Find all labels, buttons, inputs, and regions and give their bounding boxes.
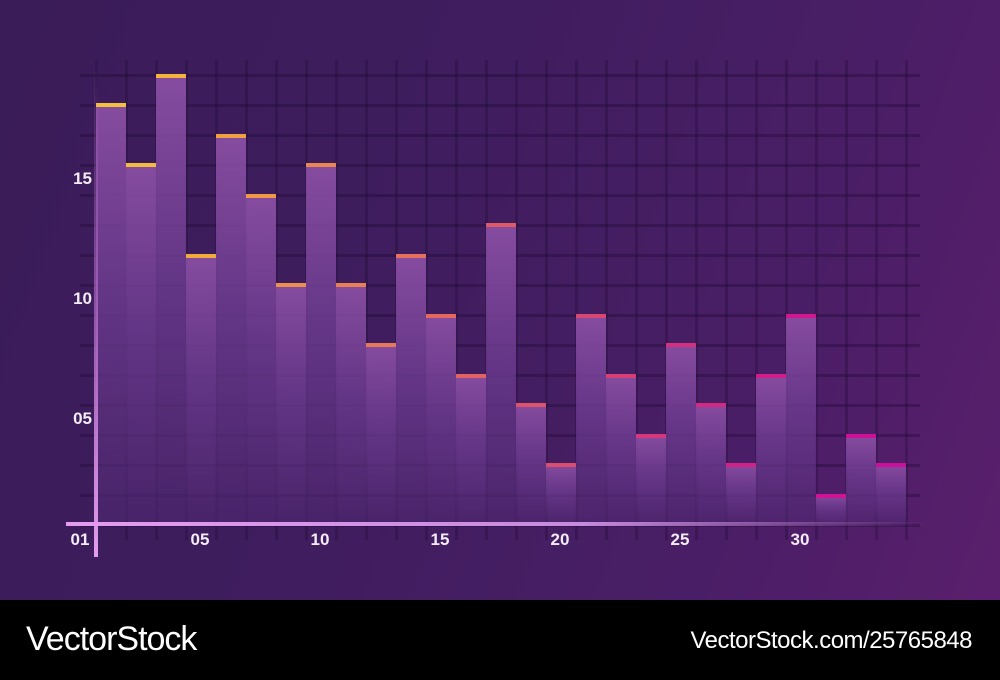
grid-line-vertical [845, 60, 848, 540]
bar-cap [96, 103, 126, 107]
bar [756, 374, 786, 524]
bar [576, 314, 606, 524]
bar [786, 314, 816, 524]
grid-line-vertical [905, 60, 908, 540]
grid-line-vertical [515, 60, 518, 540]
bar [336, 283, 366, 524]
x-tick-label: 15 [430, 530, 450, 549]
bar [846, 434, 876, 524]
bar [876, 463, 906, 524]
bar-cap [456, 374, 486, 378]
grid-line-vertical [545, 60, 548, 540]
bar [816, 494, 846, 524]
bar-cap [576, 314, 606, 318]
bar-cap [876, 463, 906, 467]
chart-canvas: 15 10 05 01 05 10 15 20 25 30 [0, 0, 1000, 600]
x-tick-label: 30 [790, 530, 810, 549]
bar [666, 343, 696, 524]
grid-line-vertical [815, 60, 818, 540]
bar-cap [666, 343, 696, 347]
grid-line-horizontal [80, 164, 920, 167]
bar [306, 163, 336, 524]
x-tick-label: 10 [310, 530, 330, 549]
bar [96, 103, 126, 524]
bar-cap [366, 343, 396, 347]
y-tick-label: 15 [73, 169, 92, 188]
bar [216, 134, 246, 524]
x-axis-line [66, 522, 926, 526]
grid-line-vertical [455, 60, 458, 540]
bar [546, 463, 576, 524]
bar-cap [516, 403, 546, 407]
grid-line-vertical [575, 60, 578, 540]
bar-cap [276, 283, 306, 287]
grid-line-horizontal [80, 134, 920, 137]
x-tick-label: 05 [190, 530, 210, 549]
bar-cap [726, 463, 756, 467]
bar [726, 463, 756, 524]
grid-line-vertical [755, 60, 758, 540]
grid-line-vertical [665, 60, 668, 540]
bar [396, 254, 426, 524]
x-tick-label: 20 [550, 530, 570, 549]
bar [636, 434, 666, 524]
bar-cap [606, 374, 636, 378]
bar-cap [336, 283, 366, 287]
x-tick-label: 01 [70, 530, 90, 549]
brand-logo: VectorStock [26, 620, 197, 658]
bar [426, 314, 456, 524]
bar-cap [546, 463, 576, 467]
bar [516, 403, 546, 524]
grid-line-vertical [365, 60, 368, 540]
y-tick-label: 10 [73, 289, 92, 308]
bar-cap [846, 434, 876, 438]
bar-cap [636, 434, 666, 438]
bar [156, 74, 186, 524]
grid-line-horizontal [80, 74, 920, 77]
grid-line-vertical [785, 60, 788, 540]
bar-cap [426, 314, 456, 318]
bar-cap [216, 134, 246, 138]
bar-cap [756, 374, 786, 378]
bar [276, 283, 306, 524]
image-reference: VectorStock.com/25765848 [690, 627, 972, 654]
bar [606, 374, 636, 524]
x-tick-label: 25 [670, 530, 690, 549]
bar [126, 163, 156, 524]
bar-cap [156, 74, 186, 78]
bar-cap [786, 314, 816, 318]
y-tick-label: 05 [73, 409, 92, 428]
grid-line-vertical [635, 60, 638, 540]
bar-cap [246, 194, 276, 198]
watermark-footer: VectorStock VectorStock.com/25765848 [0, 600, 1000, 680]
bar [456, 374, 486, 524]
bar-cap [486, 223, 516, 227]
bar [186, 254, 216, 524]
bar-cap [696, 403, 726, 407]
y-axis-line [94, 60, 98, 557]
grid-line-horizontal [80, 104, 920, 107]
bar-cap [126, 163, 156, 167]
bar [246, 194, 276, 524]
bar [696, 403, 726, 524]
bar [486, 223, 516, 524]
grid-line-vertical [875, 60, 878, 540]
bar-cap [306, 163, 336, 167]
grid-line-vertical [425, 60, 428, 540]
bar-cap [396, 254, 426, 258]
grid-line-horizontal [80, 194, 920, 197]
bar [366, 343, 396, 524]
grid-line-vertical [725, 60, 728, 540]
grid-line-vertical [605, 60, 608, 540]
bar-cap [816, 494, 846, 498]
grid-line-vertical [695, 60, 698, 540]
bar-cap [186, 254, 216, 258]
